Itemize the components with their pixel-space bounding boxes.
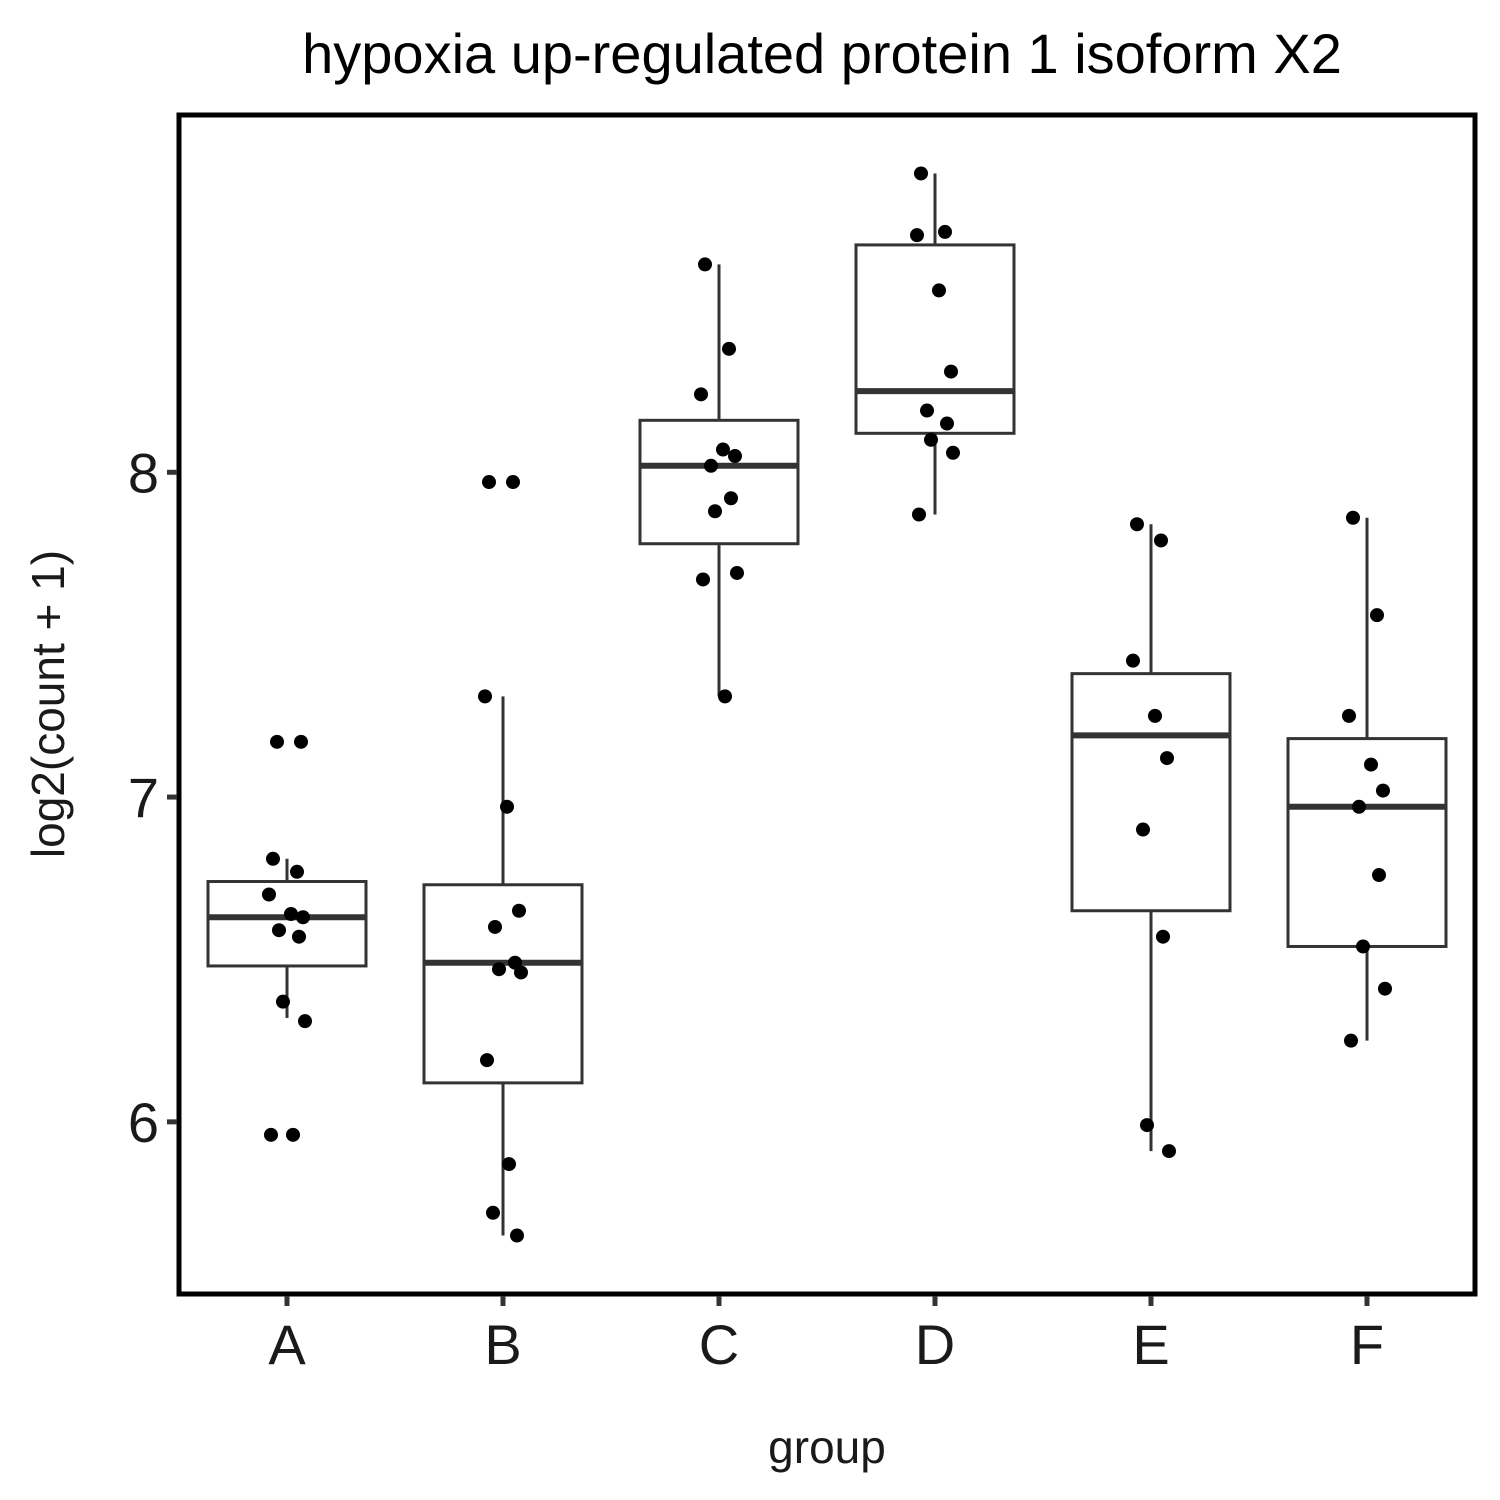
data-point-F	[1344, 1033, 1358, 1048]
x-axis-title: group	[768, 1421, 886, 1473]
data-point-A	[286, 1127, 300, 1142]
data-point-C	[698, 257, 712, 272]
data-point-A	[276, 994, 290, 1009]
data-point-A	[270, 734, 284, 749]
box-F	[1286, 517, 1448, 1041]
iqr-box	[1070, 672, 1232, 913]
data-point-C	[694, 387, 708, 402]
data-point-A	[290, 864, 304, 879]
data-point-A	[298, 1014, 312, 1029]
data-point-F	[1342, 708, 1356, 723]
data-point-D	[944, 364, 958, 379]
box-C	[638, 264, 800, 697]
data-point-C	[728, 449, 742, 464]
data-point-B	[500, 799, 514, 814]
data-point-F	[1376, 783, 1390, 798]
x-tick-label: A	[268, 1313, 306, 1376]
data-point-B	[486, 1205, 500, 1220]
iqr-box	[422, 883, 584, 1085]
box-B	[422, 696, 584, 1236]
x-tick-label: E	[1132, 1313, 1169, 1376]
data-point-C	[704, 458, 718, 473]
data-point-C	[708, 504, 722, 519]
data-point-E	[1160, 751, 1174, 766]
data-point-D	[924, 432, 938, 447]
data-point-E	[1130, 517, 1144, 532]
iqr-box	[638, 418, 800, 546]
x-tick-label: B	[484, 1313, 521, 1376]
x-tick-label: D	[915, 1313, 955, 1376]
point-layer	[262, 166, 1392, 1243]
data-point-F	[1372, 868, 1386, 883]
panel-border	[176, 112, 1478, 1297]
data-point-F	[1378, 981, 1392, 996]
data-point-C	[724, 491, 738, 506]
data-point-B	[510, 1228, 524, 1243]
data-point-E	[1126, 653, 1140, 668]
data-point-F	[1356, 939, 1370, 954]
data-point-B	[478, 689, 492, 704]
data-point-E	[1136, 822, 1150, 837]
box-E	[1070, 524, 1232, 1152]
data-point-B	[488, 919, 502, 934]
box-layer	[206, 173, 1448, 1236]
x-tick-label: C	[699, 1313, 739, 1376]
data-point-D	[932, 283, 946, 298]
data-point-D	[946, 445, 960, 460]
data-point-B	[482, 475, 496, 490]
data-point-E	[1156, 929, 1170, 944]
data-point-D	[912, 507, 926, 522]
y-tick-label: 8	[128, 441, 159, 504]
y-tick-label: 7	[128, 766, 159, 829]
chart-title: hypoxia up-regulated protein 1 isoform X…	[302, 22, 1342, 85]
data-point-D	[938, 224, 952, 239]
data-point-C	[730, 565, 744, 580]
data-point-A	[296, 910, 310, 925]
data-point-C	[718, 689, 732, 704]
x-tick-label: F	[1350, 1313, 1384, 1376]
iqr-box	[206, 880, 368, 968]
data-point-C	[722, 341, 736, 356]
data-point-B	[512, 903, 526, 918]
data-point-D	[910, 228, 924, 243]
data-point-F	[1352, 799, 1366, 814]
data-point-F	[1364, 757, 1378, 772]
data-point-D	[914, 166, 928, 181]
data-point-B	[492, 962, 506, 977]
data-point-F	[1370, 608, 1384, 623]
axis-layer: A B C D E F 6 7 8	[128, 441, 1384, 1376]
y-axis-title: log2(count + 1)	[22, 550, 74, 858]
box-A	[206, 858, 368, 1018]
data-point-E	[1162, 1144, 1176, 1159]
data-point-B	[506, 475, 520, 490]
iqr-box	[854, 243, 1016, 435]
y-tick-label: 6	[128, 1091, 159, 1154]
data-point-A	[292, 929, 306, 944]
data-point-A	[284, 906, 298, 921]
data-point-E	[1140, 1118, 1154, 1133]
data-point-A	[294, 734, 308, 749]
data-point-A	[272, 923, 286, 938]
data-point-B	[502, 1157, 516, 1172]
data-point-B	[514, 965, 528, 980]
data-point-A	[264, 1127, 278, 1142]
iqr-box	[1286, 737, 1448, 948]
data-point-A	[262, 887, 276, 902]
data-point-F	[1346, 510, 1360, 525]
box-D	[854, 173, 1016, 515]
data-point-E	[1154, 533, 1168, 548]
data-point-A	[266, 851, 280, 866]
data-point-B	[480, 1053, 494, 1068]
data-point-C	[716, 442, 730, 457]
data-point-D	[920, 403, 934, 418]
data-point-E	[1148, 708, 1162, 723]
plot-panel	[176, 112, 1478, 1297]
data-point-D	[940, 416, 954, 431]
data-point-C	[696, 572, 710, 587]
